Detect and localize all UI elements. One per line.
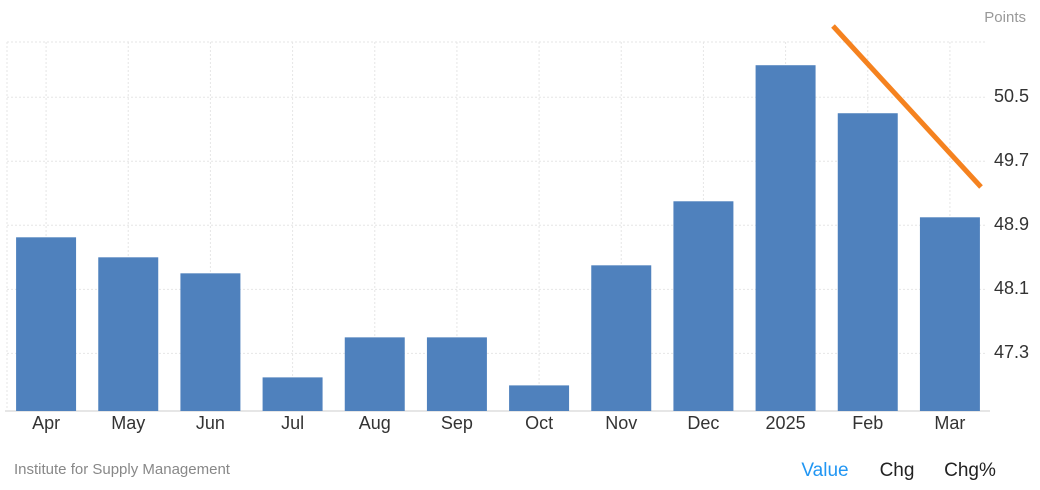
bar (919, 217, 980, 411)
x-tick-label: Nov (605, 413, 637, 433)
tab[interactable]: Chg% (944, 460, 996, 481)
x-tick-label: Feb (852, 413, 883, 433)
source: Institute for Supply Management (14, 461, 231, 478)
bar (98, 257, 159, 411)
y-tick-label: 48.1 (994, 278, 1029, 298)
x-tick-label: Sep (441, 413, 473, 433)
unit-label: Points (984, 9, 1026, 26)
x-tick-label: May (111, 413, 145, 433)
tab[interactable]: Chg (880, 460, 915, 481)
tab[interactable]: Value (801, 460, 848, 481)
bar (509, 385, 570, 411)
bar (591, 265, 652, 411)
x-tick-label: Apr (32, 413, 60, 433)
x-tick-label: Jun (196, 413, 225, 433)
x-tick-label: Jul (281, 413, 304, 433)
y-tick-label: 48.9 (994, 214, 1029, 234)
y-tick-label: 47.3 (994, 342, 1029, 362)
x-tick-label: Mar (934, 413, 965, 433)
x-tick-label: Dec (687, 413, 719, 433)
bar (262, 377, 323, 411)
bar (426, 337, 487, 411)
y-tick-label: 50.5 (994, 86, 1029, 106)
bar (344, 337, 405, 411)
y-tick-label: 49.7 (994, 150, 1029, 170)
x-tick-label: Aug (359, 413, 391, 433)
trend-line (831, 24, 983, 189)
bar (16, 237, 77, 411)
x-tick-label: Oct (525, 413, 553, 433)
bar (755, 65, 816, 411)
bar (180, 273, 241, 411)
bar (673, 201, 734, 411)
x-tick-label: 2025 (766, 413, 806, 433)
bar (837, 113, 898, 411)
